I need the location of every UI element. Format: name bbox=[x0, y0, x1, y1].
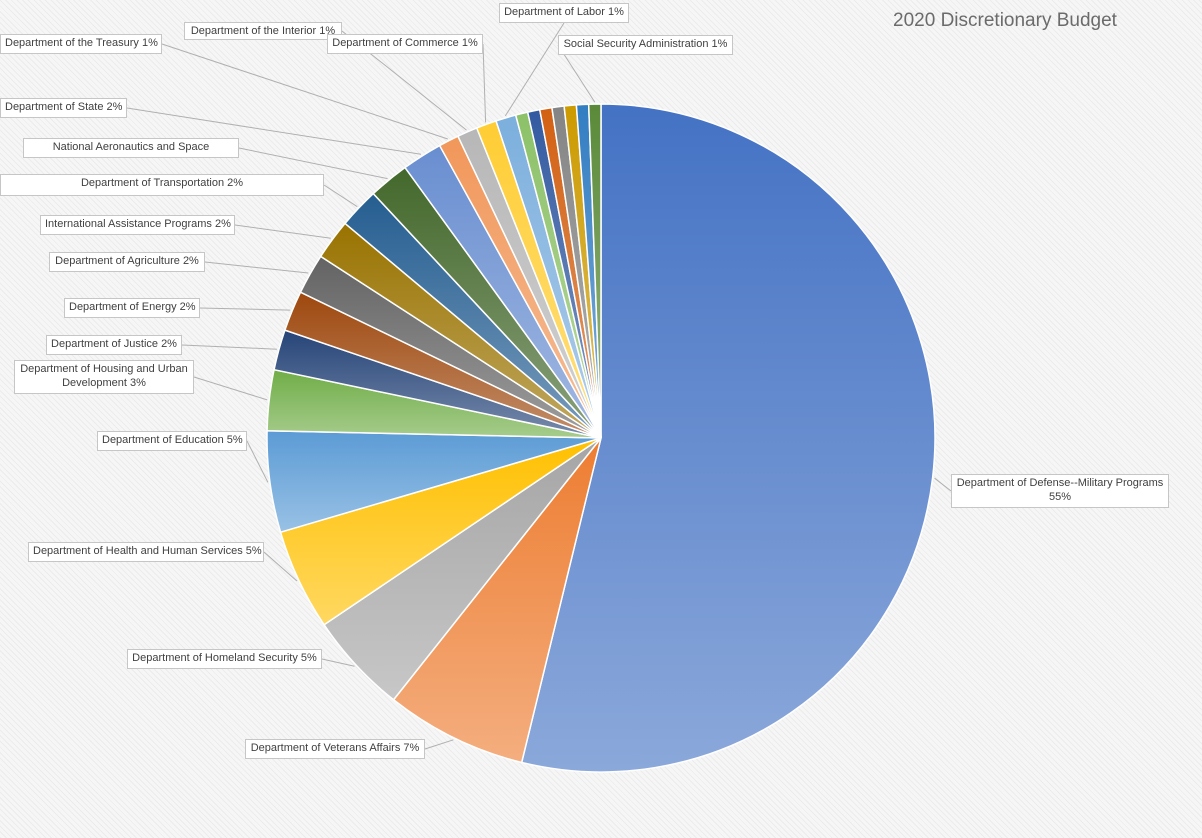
leader-line bbox=[934, 477, 952, 492]
leader-line bbox=[482, 43, 487, 123]
pie-slice bbox=[392, 437, 602, 764]
leader-line bbox=[161, 43, 448, 140]
leader-line bbox=[199, 307, 291, 311]
leader-line bbox=[504, 22, 565, 117]
chart-title: 2020 Discretionary Budget bbox=[893, 10, 1117, 31]
leader-line bbox=[323, 184, 358, 208]
pie-slice bbox=[520, 103, 936, 773]
leader-line bbox=[321, 658, 355, 667]
leader-line bbox=[234, 224, 331, 239]
data-label: Department of the Interior 1% bbox=[184, 22, 342, 40]
leader-line bbox=[246, 440, 269, 483]
data-label: Department of the Treasury 1% bbox=[0, 34, 162, 54]
data-label: Social Security Administration 1% bbox=[558, 35, 733, 55]
leader-line bbox=[181, 344, 277, 350]
data-label: Department of Justice 2% bbox=[46, 335, 182, 355]
data-label: Department of Labor 1% bbox=[499, 3, 629, 23]
pie-slice bbox=[587, 103, 602, 439]
data-label: Department of Agriculture 2% bbox=[49, 252, 205, 272]
data-label: Department of State 2% bbox=[0, 98, 127, 118]
data-label: Department of Health and Human Services … bbox=[28, 542, 264, 562]
data-label: Department of Veterans Affairs 7% bbox=[245, 739, 425, 759]
leader-line bbox=[238, 147, 388, 180]
data-label: National Aeronautics and Space bbox=[23, 138, 239, 158]
leader-line bbox=[193, 376, 268, 401]
data-label: Department of Commerce 1% bbox=[327, 34, 483, 54]
data-label: Department of Housing and Urban Developm… bbox=[14, 360, 194, 394]
data-label: International Assistance Programs 2% bbox=[40, 215, 235, 235]
data-label: Department of Transportation 2% bbox=[0, 174, 324, 196]
leader-line bbox=[126, 107, 421, 155]
leader-line bbox=[424, 739, 454, 750]
leader-lines bbox=[126, 22, 952, 750]
data-label: Department of Energy 2% bbox=[64, 298, 200, 318]
data-label: Department of Education 5% bbox=[97, 431, 247, 451]
data-label: Department of Homeland Security 5% bbox=[127, 649, 322, 669]
leader-line bbox=[263, 551, 298, 582]
leader-line bbox=[204, 261, 309, 274]
data-label: Department of Defense--Military Programs… bbox=[951, 474, 1169, 508]
